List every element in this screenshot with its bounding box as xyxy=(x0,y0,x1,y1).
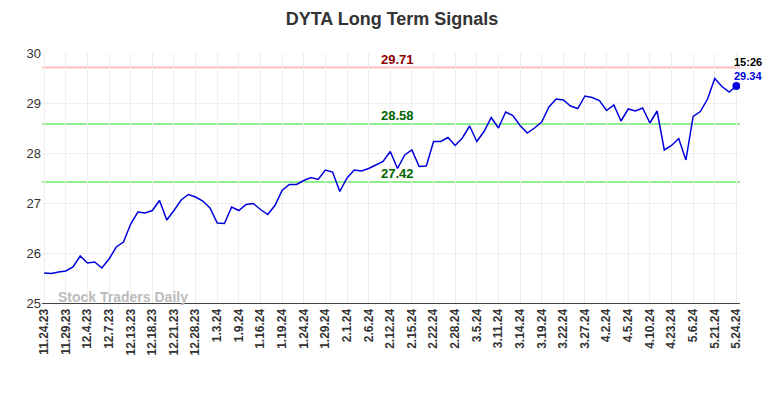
svg-text:2.6.24: 2.6.24 xyxy=(362,308,376,342)
svg-text:27.42: 27.42 xyxy=(381,166,414,181)
svg-text:12.4.23: 12.4.23 xyxy=(80,308,94,348)
svg-text:3.5.24: 3.5.24 xyxy=(470,308,484,342)
svg-text:2.22.24: 2.22.24 xyxy=(426,308,440,348)
svg-text:4.10.24: 4.10.24 xyxy=(643,308,657,348)
svg-text:1.24.24: 1.24.24 xyxy=(297,308,311,348)
svg-text:1.3.24: 1.3.24 xyxy=(210,308,224,342)
svg-text:28.58: 28.58 xyxy=(381,108,414,123)
svg-text:29: 29 xyxy=(27,96,41,111)
svg-text:DYTA Long Term Signals: DYTA Long Term Signals xyxy=(286,9,499,29)
svg-text:5.21.24: 5.21.24 xyxy=(708,308,722,348)
svg-text:5.6.24: 5.6.24 xyxy=(686,308,700,342)
svg-text:2.12.24: 2.12.24 xyxy=(383,308,397,348)
svg-text:15:26: 15:26 xyxy=(734,56,762,68)
svg-text:Stock Traders Daily: Stock Traders Daily xyxy=(58,289,188,305)
svg-text:1.9.24: 1.9.24 xyxy=(232,308,246,342)
svg-text:12.21.23: 12.21.23 xyxy=(167,308,181,355)
svg-text:2.15.24: 2.15.24 xyxy=(405,308,419,348)
svg-text:12.18.23: 12.18.23 xyxy=(145,308,159,355)
svg-text:1.19.24: 1.19.24 xyxy=(275,308,289,348)
svg-text:3.22.24: 3.22.24 xyxy=(556,308,570,348)
svg-text:25: 25 xyxy=(27,296,41,311)
svg-text:3.19.24: 3.19.24 xyxy=(535,308,549,348)
svg-text:4.23.24: 4.23.24 xyxy=(664,308,678,348)
svg-text:27: 27 xyxy=(27,196,41,211)
svg-text:26: 26 xyxy=(27,246,41,261)
svg-text:29.34: 29.34 xyxy=(734,70,762,82)
svg-text:30: 30 xyxy=(27,46,41,61)
svg-text:12.7.23: 12.7.23 xyxy=(102,308,116,348)
svg-text:2.28.24: 2.28.24 xyxy=(448,308,462,348)
svg-text:12.28.23: 12.28.23 xyxy=(188,308,202,355)
svg-text:3.27.24: 3.27.24 xyxy=(578,308,592,348)
svg-text:3.14.24: 3.14.24 xyxy=(513,308,527,348)
svg-text:29.71: 29.71 xyxy=(381,52,414,67)
svg-text:1.16.24: 1.16.24 xyxy=(253,308,267,348)
svg-text:2.1.24: 2.1.24 xyxy=(340,308,354,342)
svg-text:3.11.24: 3.11.24 xyxy=(491,308,505,348)
svg-text:4.5.24: 4.5.24 xyxy=(621,308,635,342)
svg-text:4.2.24: 4.2.24 xyxy=(600,308,614,342)
svg-text:11.29.23: 11.29.23 xyxy=(59,308,73,354)
svg-text:1.29.24: 1.29.24 xyxy=(318,308,332,348)
svg-text:12.13.23: 12.13.23 xyxy=(124,308,138,355)
svg-text:11.24.23: 11.24.23 xyxy=(37,308,51,354)
svg-text:5.24.24: 5.24.24 xyxy=(729,308,743,348)
svg-text:28: 28 xyxy=(27,146,41,161)
